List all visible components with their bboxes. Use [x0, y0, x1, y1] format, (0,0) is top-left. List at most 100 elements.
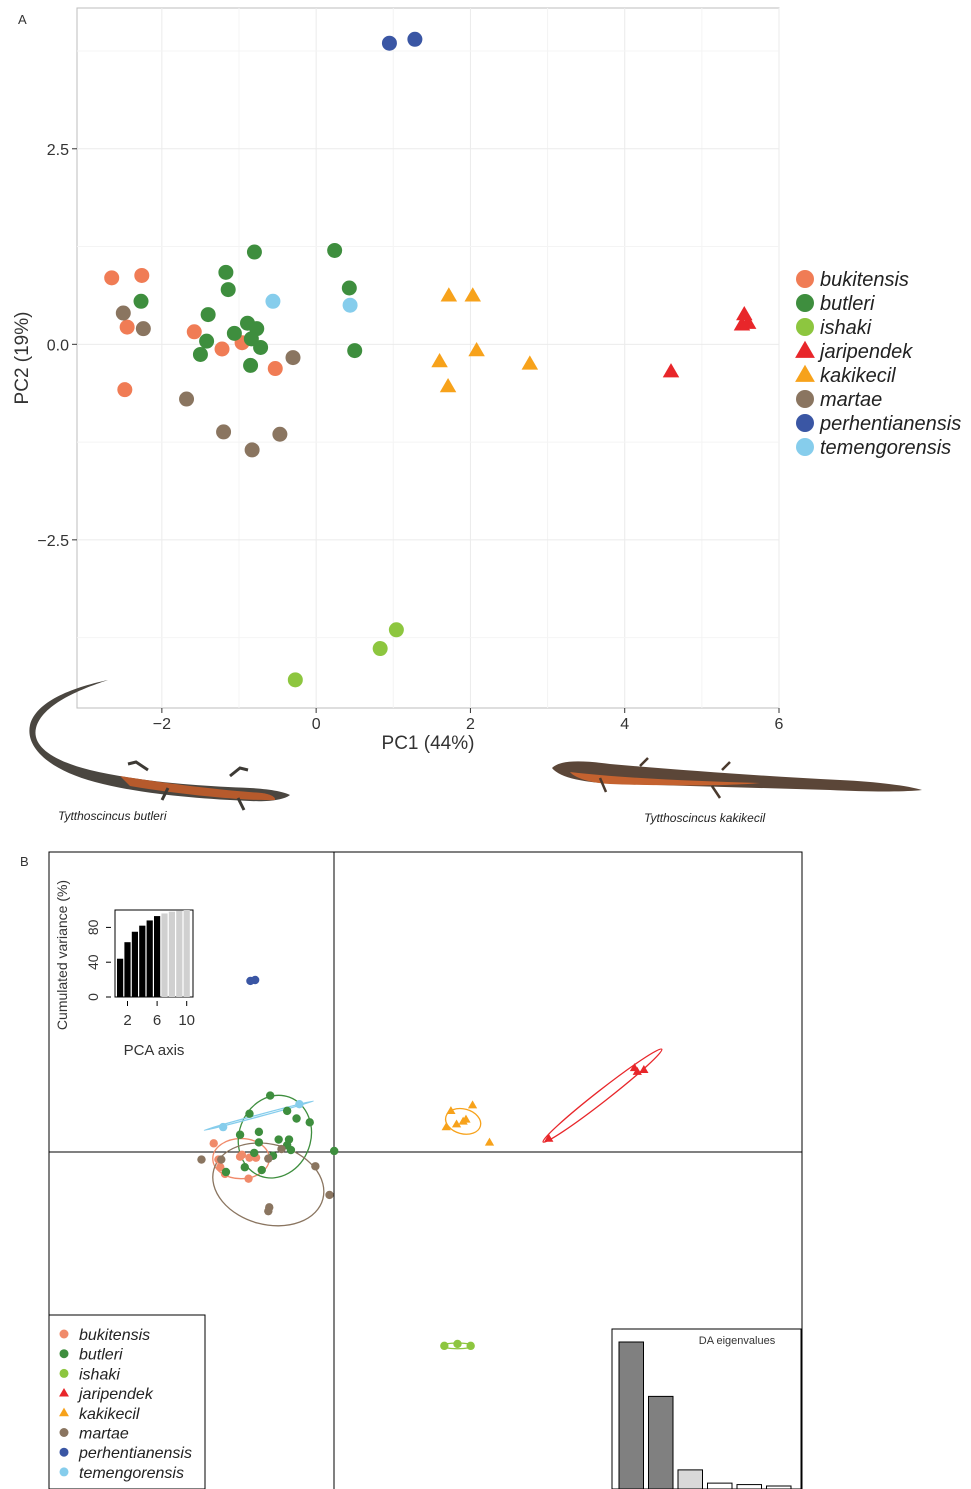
pca-inset-x-tick-label: 10 [178, 1012, 195, 1029]
panel-b-point-butleri [282, 1106, 292, 1116]
panel-b-legend-label-kakikecil: kakikecil [79, 1406, 140, 1423]
panel-b-point-butleri [245, 1109, 254, 1118]
panel-a-y-tick-label: 0.0 [47, 337, 69, 354]
caption-tytthoscincus-kakikecil: Tytthoscincus kakikecil [644, 811, 765, 825]
da-inset-bar [677, 1469, 703, 1489]
panel-a-point-martae [135, 321, 151, 337]
panel-b-point-bukitensis [216, 1163, 225, 1172]
panel-a-x-tick-label: 6 [775, 716, 784, 733]
pca-inset-bar [176, 910, 183, 997]
panel-a-point-butleri [327, 242, 343, 258]
panel-b-point-kakikecil [484, 1137, 495, 1146]
panel-a-x-axis-label: PC1 (44%) [382, 733, 475, 754]
panel-b-legend-key-kakikecil [59, 1407, 69, 1417]
panel-b-point-martae [325, 1190, 334, 1200]
panel-a-point-bukitensis [104, 270, 120, 286]
panel-a-legend-key-perhentianensis [796, 414, 814, 432]
panel-a-gridlines [77, 8, 780, 708]
panel-a-point-martae [216, 424, 232, 440]
panel-b-point-kakikecil [451, 1119, 462, 1128]
panel-b-point-martae [197, 1155, 206, 1164]
panel-b-point-butleri [249, 1148, 259, 1158]
pca-inset-x-tick-label: 6 [153, 1012, 161, 1029]
pca-inset-y-tick-label: 80 [85, 919, 101, 935]
panel-a-legend-label-kakikecil: kakikecil [820, 365, 896, 387]
panel-a-point-martae [179, 391, 195, 407]
da-eigenvalues-inset: DA eigenvalues [611, 1328, 802, 1489]
panel-a-point-bukitensis [119, 319, 135, 335]
panel-b-ellipse-martae [212, 1142, 325, 1227]
panel-a-point-bukitensis [134, 267, 150, 283]
panel-b-point-butleri [254, 1127, 264, 1137]
panel-a-point-butleri [226, 325, 242, 341]
panel-a-point-kakikecil [440, 287, 458, 302]
panel-b-ellipse-temengorensis [203, 1100, 315, 1131]
panel-a-point-jaripendek [662, 363, 680, 378]
lizard-butleri-illustration [29, 680, 291, 811]
panel-b-point-butleri [286, 1145, 296, 1155]
panel-a-points [104, 31, 757, 688]
panel-b-legend-key-perhentianensis [59, 1447, 69, 1457]
pca-inset-y-tick-label: 40 [85, 954, 101, 970]
panel-a-point-bukitensis [186, 324, 202, 340]
panel-a-point-butleri [347, 343, 363, 359]
panel-b-point-martae [277, 1144, 286, 1154]
pca-inset-bar [131, 931, 138, 997]
panel-b-legend-label-jaripendek: jaripendek [77, 1386, 154, 1403]
panel-b-point-bukitensis [244, 1174, 253, 1183]
panel-b-ellipses [203, 1048, 663, 1350]
panel-a-x-tick-label: 2 [466, 716, 475, 733]
panel-a-legend-key-kakikecil [795, 364, 815, 382]
panel-a-x-tick-label: −2 [153, 716, 171, 733]
panel-b-legend-key-butleri [59, 1349, 69, 1359]
panel-b-point-martae [217, 1155, 226, 1164]
pca-inset: 2 6 10 0 40 80 Cumulated variance (%) PCA axi… [54, 880, 195, 1059]
pca-inset-bar [154, 916, 161, 997]
panel-b-point-kakikecil [458, 1116, 468, 1125]
panel-a-label: A [18, 12, 27, 27]
pca-inset-y-axis-label: Cumulated variance (%) [54, 880, 70, 1030]
panel-a-point-kakikecil [468, 342, 485, 357]
panel-a-point-kakikecil [439, 377, 457, 393]
panel-b-legend-key-martae [59, 1428, 69, 1437]
panel-a-point-butleri [220, 282, 236, 298]
panel-b-point-butleri [235, 1130, 245, 1139]
panel-a-point-kakikecil [431, 352, 448, 368]
panel-b-point-butleri [274, 1135, 283, 1144]
panel-a-legend-label-jaripendek: jaripendek [817, 341, 913, 363]
panel-a-point-butleri [246, 244, 262, 260]
panel-a-legend-label-bukitensis: bukitensis [820, 269, 909, 291]
panel-b-point-bukitensis [235, 1152, 245, 1161]
panel-b-points [197, 975, 649, 1351]
panel-b-point-temengorensis [295, 1099, 304, 1109]
panel-a-legend-label-ishaki: ishaki [820, 317, 872, 339]
panel-b-legend-frame [48, 1314, 206, 1489]
panel-a-legend-label-butleri: butleri [820, 293, 875, 315]
pca-inset-bar [117, 958, 124, 997]
panel-a-y-tick-label: 2.5 [47, 142, 69, 159]
panel-b-point-martae [311, 1162, 320, 1171]
panel-a-legend-key-butleri [796, 294, 814, 312]
panel-b-point-butleri [240, 1163, 249, 1172]
panel-b-legend-label-martae: martae [79, 1426, 129, 1443]
lizard-kakikecil-illustration [552, 757, 922, 799]
panel-a-point-bukitensis [267, 361, 283, 377]
panel-a-point-ishaki [388, 622, 404, 638]
panel-b-legend-label-perhentianensis: perhentianensis [78, 1445, 192, 1462]
panel-b-legend: bukitensis butleri ishaki jaripendek kakikec… [48, 1314, 206, 1489]
pca-inset-bar [161, 913, 168, 997]
panel-a-point-perhentianensis [381, 35, 397, 51]
panel-a-plot: −2 0 2 4 6 −2.5 0.0 2.5 [37, 7, 784, 733]
panel-a-point-martae [244, 442, 260, 458]
panel-a-x-tick-label: 4 [620, 716, 629, 733]
panel-b-point-butleri [329, 1146, 339, 1156]
panel-b-point-butleri [265, 1091, 275, 1100]
panel-a-point-butleri [192, 346, 208, 362]
panel-b-point-butleri [292, 1114, 301, 1123]
pca-inset-bar [139, 925, 146, 997]
panel-b-point-ishaki [466, 1341, 475, 1351]
panel-a-y-axis-label: PC2 (19%) [12, 312, 33, 405]
panel-b-ellipse-jaripendek [542, 1048, 663, 1143]
panel-b-point-jaripendek [639, 1065, 649, 1073]
panel-b-legend-label-ishaki: ishaki [79, 1366, 120, 1383]
